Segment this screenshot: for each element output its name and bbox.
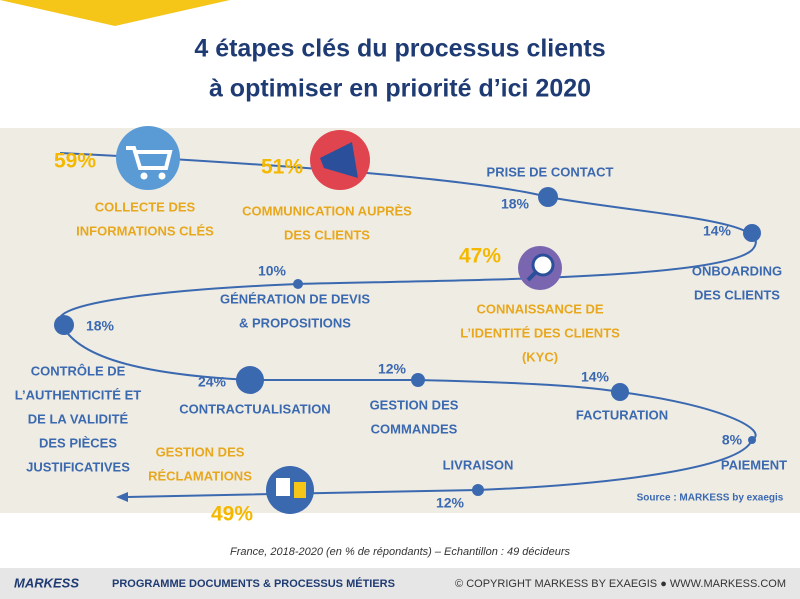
footer-copyright: © COPYRIGHT MARKESS BY EXAEGIS ● WWW.MAR… xyxy=(455,578,786,590)
step-label: L’IDENTITÉ DES CLIENTS xyxy=(460,325,620,340)
step-label: COMMUNICATION AUPRÈS xyxy=(242,203,412,218)
footer-bar xyxy=(0,568,800,599)
step-value: 8% xyxy=(722,432,743,448)
step-value: 18% xyxy=(86,318,115,334)
step-label: PAIEMENT xyxy=(721,457,787,472)
step-dot xyxy=(54,315,74,335)
step-label: FACTURATION xyxy=(576,407,668,422)
step-label: & PROPOSITIONS xyxy=(239,315,351,330)
step-dot xyxy=(472,484,484,496)
step-label: DE LA VALIDITÉ xyxy=(28,411,129,426)
step-value: 14% xyxy=(581,369,610,385)
step-label: DES PIÈCES xyxy=(39,435,117,450)
step-label: RÉCLAMATIONS xyxy=(148,468,252,483)
step-label: COMMANDES xyxy=(371,421,458,436)
step-dot xyxy=(611,383,629,401)
step-label: GESTION DES xyxy=(156,444,245,459)
step-label: PRISE DE CONTACT xyxy=(487,164,614,179)
step-label: (KYC) xyxy=(522,349,558,364)
step-dot xyxy=(411,373,425,387)
step-label: LIVRAISON xyxy=(443,457,514,472)
step-value: 12% xyxy=(436,495,465,511)
step-label: COLLECTE DES xyxy=(95,199,196,214)
step-value: 59% xyxy=(54,150,96,173)
panel xyxy=(0,128,800,513)
step-dot xyxy=(743,224,761,242)
step-label: ONBOARDING xyxy=(692,263,782,278)
step-label: GESTION DES xyxy=(370,397,459,412)
step-dot xyxy=(538,187,558,207)
icons xyxy=(116,126,562,514)
step-label: CONTRÔLE DE xyxy=(31,363,126,378)
step-label: GÉNÉRATION DE DEVIS xyxy=(220,291,370,306)
step-dot xyxy=(293,279,303,289)
step-dot xyxy=(748,436,756,444)
title-line: à optimiser en priorité d’ici 2020 xyxy=(209,75,591,103)
arrow-head xyxy=(116,492,128,502)
source: Source : MARKESS by exaegis xyxy=(637,493,784,504)
footer-program: PROGRAMME DOCUMENTS & PROCESSUS MÉTIERS xyxy=(112,577,395,590)
step-label: JUSTIFICATIVES xyxy=(26,459,130,474)
step-value: 51% xyxy=(261,156,303,179)
title-line: 4 étapes clés du processus clients xyxy=(194,35,605,63)
step-value: 24% xyxy=(198,374,227,390)
note: France, 2018-2020 (en % de répondants) –… xyxy=(230,546,570,558)
step-value: 47% xyxy=(459,245,501,268)
corner-decoration xyxy=(0,0,230,26)
step-value: 14% xyxy=(703,223,732,239)
step-label: INFORMATIONS CLÉS xyxy=(76,223,214,238)
step-label: DES CLIENTS xyxy=(284,227,370,242)
step-label: DES CLIENTS xyxy=(694,287,780,302)
step-dot xyxy=(236,366,264,394)
step-value: 49% xyxy=(211,503,253,526)
step-label: CONTRACTUALISATION xyxy=(179,401,330,416)
step-value: 10% xyxy=(258,263,287,279)
footer-logo: MARKESS xyxy=(14,575,79,590)
step-label: CONNAISSANCE DE xyxy=(476,301,603,316)
step-value: 12% xyxy=(378,361,407,377)
step-label: L’AUTHENTICITÉ ET xyxy=(15,387,141,402)
step-value: 18% xyxy=(501,196,530,212)
